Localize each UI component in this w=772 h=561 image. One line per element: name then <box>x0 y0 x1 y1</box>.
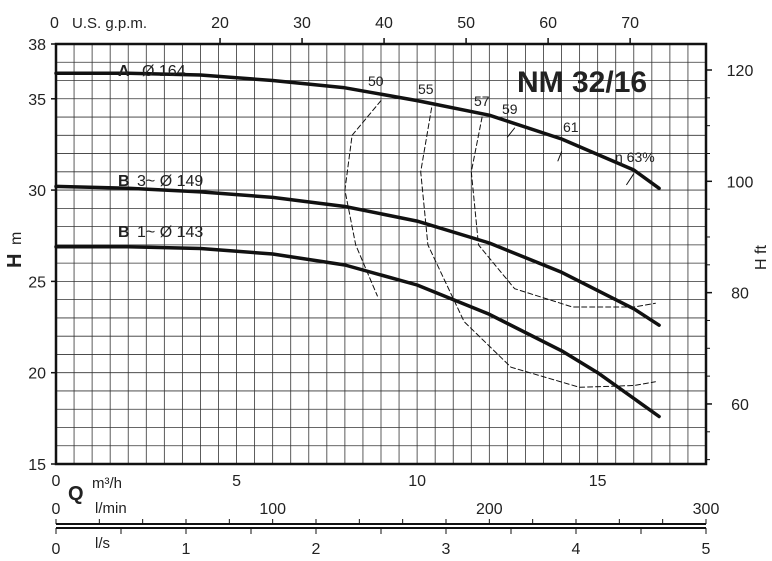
right-axis-tick-label: 60 <box>731 397 749 414</box>
curve-b1-suffix: 1~ Ø 143 <box>137 224 203 241</box>
efficiency-label-50: 50 <box>368 73 384 89</box>
ls-axis-tick-label: 0 <box>52 541 61 558</box>
right-axis-tick-label: 80 <box>731 286 749 303</box>
efficiency-label-57: 57 <box>474 93 490 109</box>
right-axis-label: H ft <box>753 245 770 270</box>
curve-b3-suffix: 3~ Ø 149 <box>137 173 203 190</box>
bottom-axis-tick-label: 10 <box>408 473 426 490</box>
lmin-unit: l/min <box>95 500 127 517</box>
m3h-unit: m³/h <box>92 475 122 492</box>
ls-axis-tick-label: 4 <box>572 541 581 558</box>
right-axis-tick-label: 120 <box>727 63 754 80</box>
top-axis-label: U.S. g.p.m. <box>72 15 147 32</box>
curve-b1-prefix: B <box>118 224 130 241</box>
efficiency-curves <box>344 100 656 388</box>
top-axis-tick-label: 30 <box>293 15 311 32</box>
ls-axis-tick-label: 1 <box>182 541 191 558</box>
lmin-axis-tick-label: 100 <box>259 501 286 518</box>
left-axis-tick-label: 15 <box>28 457 46 474</box>
top-axis-tick-label: 20 <box>211 15 229 32</box>
efficiency-curve-5 <box>626 173 635 186</box>
left-axis-label-unit: m <box>8 232 25 245</box>
left-axis-tick-label: 38 <box>28 37 46 54</box>
grid <box>55 43 707 465</box>
efficiency-curve-4 <box>557 151 563 162</box>
ls-axis-tick-label: 5 <box>702 541 711 558</box>
curve-b3-prefix: B <box>118 173 130 190</box>
bottom-axis-tick-label: 5 <box>232 473 241 490</box>
curve-a-prefix: A <box>118 63 130 80</box>
top-axis-zero: 0 <box>50 15 59 32</box>
plot-frame <box>54 42 708 466</box>
top-axis-tick-label: 50 <box>457 15 475 32</box>
curve-a-suffix: Ø 164 <box>142 63 186 80</box>
chart-title: NM 32/16 <box>517 66 647 99</box>
top-axis-tick-label: 70 <box>621 15 639 32</box>
q-symbol: Q <box>68 483 84 505</box>
efficiency-curve-0 <box>344 100 382 297</box>
performance-curves <box>54 71 661 419</box>
curve-line-1 <box>54 184 661 327</box>
efficiency-label-59: 59 <box>502 101 518 117</box>
efficiency-curve-3 <box>506 127 516 138</box>
left-axis-tick-label: 20 <box>28 366 46 383</box>
bottom-axis-tick-label: 15 <box>589 473 607 490</box>
efficiency-label-63: η 63% <box>615 149 655 165</box>
top-axis-tick-label: 60 <box>539 15 557 32</box>
left-axis-label-main: H <box>4 254 26 268</box>
curve-line-0 <box>54 71 661 191</box>
ls-axis-tick-label: 2 <box>312 541 321 558</box>
efficiency-curve-1 <box>420 107 656 388</box>
right-axis-tick-label: 100 <box>727 174 754 191</box>
top-axis-tick-label: 40 <box>375 15 393 32</box>
efficiency-label-55: 55 <box>418 81 434 97</box>
bottom-axis-tick-label: 0 <box>52 473 61 490</box>
curve-line-2 <box>54 244 661 419</box>
left-axis-tick-label: 35 <box>28 92 46 109</box>
lmin-axis-tick-label: 0 <box>52 501 61 518</box>
lmin-axis-tick-label: 200 <box>476 501 503 518</box>
lmin-axis-tick-label: 300 <box>693 501 720 518</box>
left-axis-tick-label: 30 <box>28 183 46 200</box>
efficiency-label-61: 61 <box>563 119 579 135</box>
ls-axis-tick-label: 3 <box>442 541 451 558</box>
efficiency-curve-2 <box>470 116 656 308</box>
ls-unit: l/s <box>95 535 110 552</box>
left-axis-tick-label: 25 <box>28 274 46 291</box>
